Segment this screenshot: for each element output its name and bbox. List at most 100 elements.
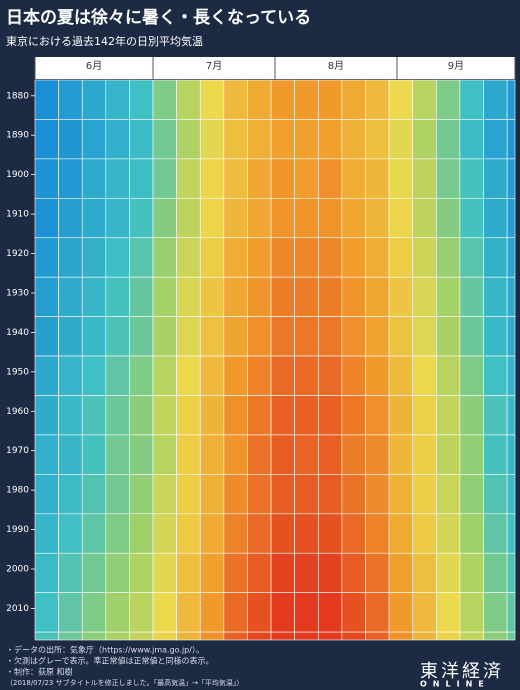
heat-cell: [294, 631, 319, 641]
heat-cell: [506, 276, 516, 317]
heat-cell: [365, 237, 390, 278]
heat-cell: [34, 276, 59, 317]
heat-cell: [459, 474, 484, 515]
heat-cell: [81, 355, 107, 396]
heat-cell: [483, 513, 508, 554]
heat-cell: [317, 237, 343, 278]
heat-cell: [412, 158, 437, 199]
y-tick-label: 1990: [6, 525, 29, 535]
heat-cell: [317, 395, 343, 436]
heat-cell: [436, 79, 461, 120]
heat-cell: [270, 79, 295, 120]
heat-cell: [317, 434, 343, 475]
heat-cell: [199, 355, 225, 396]
heat-cell: [459, 355, 484, 396]
heat-cell: [81, 316, 107, 357]
x-tick-label: 6月: [86, 60, 102, 72]
heat-cell: [506, 316, 516, 357]
heat-cell: [317, 79, 343, 120]
y-tick-label: 1950: [6, 367, 29, 377]
heat-cell: [34, 631, 59, 641]
heat-cell: [129, 237, 154, 278]
heat-cell: [365, 395, 390, 436]
heat-cell: [483, 276, 508, 317]
heat-cell: [317, 158, 343, 199]
heat-cell: [436, 355, 461, 396]
heat-cell: [341, 552, 366, 593]
heat-cell: [152, 276, 177, 317]
heat-cell: [388, 552, 414, 593]
heat-cell: [105, 552, 130, 593]
heat-cell: [294, 355, 319, 396]
heat-cell: [412, 552, 437, 593]
footer-note: ・制作：荻原 和樹: [6, 667, 73, 677]
heat-cell: [270, 552, 295, 593]
heat-cell: [317, 355, 343, 396]
x-tick-label: 8月: [328, 60, 344, 72]
heat-cell: [58, 513, 83, 554]
heat-cell: [365, 355, 390, 396]
heat-cell: [152, 198, 177, 239]
heat-cell: [176, 276, 201, 317]
heat-cell: [58, 198, 83, 239]
heat-cell: [176, 395, 201, 436]
heat-cell: [81, 158, 107, 199]
heat-cell: [341, 198, 366, 239]
heat-cell: [105, 631, 130, 641]
heat-cell: [81, 474, 107, 515]
heat-cell: [58, 355, 83, 396]
y-tick-label: 1960: [6, 407, 29, 417]
heat-cell: [506, 592, 516, 633]
heat-cell: [412, 237, 437, 278]
heat-cell: [459, 631, 484, 641]
heat-cell: [81, 395, 107, 436]
heat-cell: [105, 276, 130, 317]
heat-cell: [199, 552, 225, 593]
heat-cell: [436, 119, 461, 160]
heat-cell: [223, 592, 248, 633]
heat-cell: [412, 592, 437, 633]
heat-cell: [34, 316, 59, 357]
heat-cell: [506, 158, 516, 199]
heat-cell: [483, 552, 508, 593]
heat-cell: [365, 316, 390, 357]
heat-cell: [459, 198, 484, 239]
heat-cell: [223, 237, 248, 278]
heat-cell: [176, 198, 201, 239]
heat-cell: [459, 158, 484, 199]
heat-cell: [199, 631, 225, 641]
heat-cell: [483, 474, 508, 515]
footer-note: ・データの出所：気象庁（https://www.jma.go.jp/）。: [6, 645, 204, 655]
heat-cell: [199, 434, 225, 475]
y-tick-label: 1980: [6, 486, 29, 496]
heat-cell: [152, 158, 177, 199]
y-tick-label: 1890: [6, 131, 29, 141]
heat-cell: [105, 198, 130, 239]
heat-cell: [129, 552, 154, 593]
heat-cell: [199, 198, 225, 239]
heat-cell: [247, 631, 272, 641]
heat-cell: [459, 592, 484, 633]
heat-cell: [247, 434, 272, 475]
heat-cell: [105, 237, 130, 278]
heat-cell: [412, 355, 437, 396]
heat-cell: [58, 434, 83, 475]
heat-cell: [152, 119, 177, 160]
heat-cell: [483, 592, 508, 633]
heat-cell: [270, 316, 295, 357]
heat-cell: [270, 237, 295, 278]
heat-cell: [270, 592, 295, 633]
heat-cell: [294, 434, 319, 475]
heat-cell: [34, 434, 59, 475]
heat-cell: [294, 513, 319, 554]
heat-cell: [436, 434, 461, 475]
heat-cell: [341, 592, 366, 633]
heat-cell: [294, 158, 319, 199]
heat-cell: [483, 119, 508, 160]
heat-cell: [81, 434, 107, 475]
heat-cell: [459, 276, 484, 317]
heat-cell: [223, 513, 248, 554]
heat-cell: [317, 631, 343, 641]
heat-cell: [270, 513, 295, 554]
heat-cell: [270, 158, 295, 199]
